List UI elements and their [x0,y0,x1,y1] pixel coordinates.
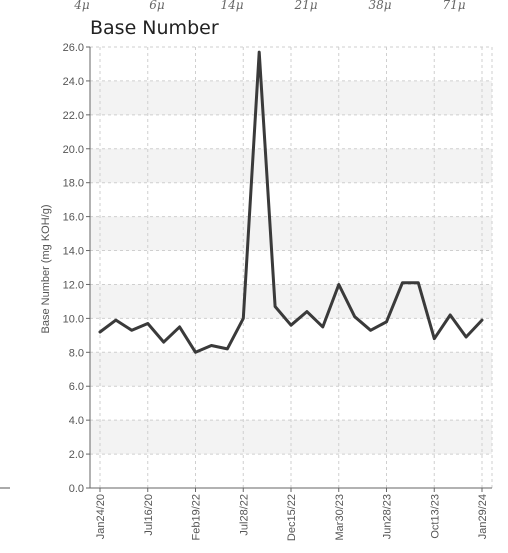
series-line [98,50,484,354]
top-label-2: 6μ [149,0,165,12]
y-tick-label: 14.0 [63,246,84,258]
x-tick-label: Jan29/24 [477,494,489,539]
top-label-1: 4μ [73,0,90,12]
y-tick-label: 22.0 [63,110,84,122]
y-tick-label: 18.0 [63,178,84,190]
y-tick-label: 20.0 [63,144,84,156]
x-tick-label: Jul28/22 [238,494,250,536]
x-tick-label: Jan24/20 [95,494,107,539]
series-lines [98,50,484,354]
top-label-5: 38μ [368,0,391,12]
y-tick-label: 24.0 [63,76,84,88]
plot-band [90,352,492,387]
y-tick-label: 10.0 [63,313,84,325]
x-tick-labels: Jan24/20 Jul16/20 Feb19/22 Jul28/22 Dec15/22… [95,488,489,541]
top-label-4: 21μ [293,0,317,12]
top-labels: 4μ 6μ 14μ 21μ 38μ 71μ [73,0,465,12]
y-tick-label: 8.0 [69,347,84,359]
x-tick-label: Oct13/23 [429,494,441,539]
y-tick-label: 0.0 [69,483,84,495]
y-tick-label: 16.0 [63,212,84,224]
y-axis-label: Base Number (mg KOH/g) [40,205,52,334]
y-tick-labels: 0.0 2.0 4.0 6.0 8.0 10.0 12.0 14.0 16.0 18.0 20.0 2… [63,42,90,495]
y-tick-label: 26.0 [63,42,84,54]
x-tick-label: Feb19/22 [191,494,203,540]
y-tick-label: 6.0 [69,381,84,393]
x-tick-label: Dec15/22 [286,494,298,541]
y-tick-label: 12.0 [63,279,84,291]
plot-background-bands [90,80,492,455]
x-tick-label: Jun28/23 [382,494,394,539]
top-label-3: 14μ [220,0,243,12]
chart-title: Base Number [90,17,219,39]
x-tick-label: Mar30/23 [334,494,346,540]
plot-band [90,148,492,183]
y-tick-label: 4.0 [69,415,84,427]
top-label-6: 71μ [442,0,465,12]
x-tick-label: Jul16/20 [143,494,155,536]
y-tick-label: 2.0 [69,449,84,461]
